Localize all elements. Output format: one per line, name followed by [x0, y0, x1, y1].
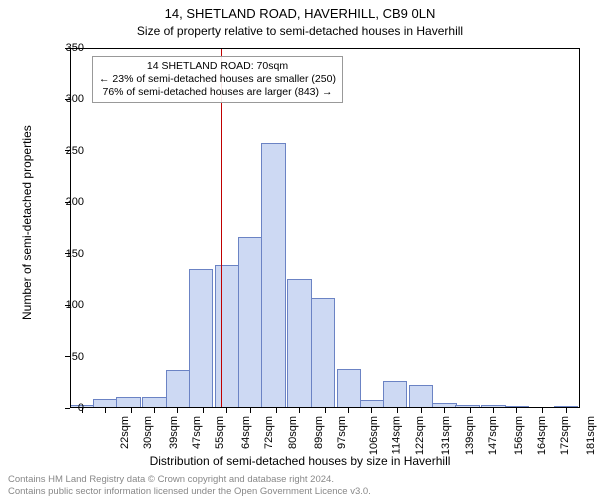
y-tick-label: 250 [44, 145, 84, 157]
attribution-2: Contains public sector information licen… [8, 486, 371, 497]
x-tick-label: 89sqm [313, 416, 325, 449]
x-tick [444, 408, 445, 413]
y-tick-label: 0 [44, 402, 84, 414]
x-tick [325, 408, 326, 413]
x-tick [203, 408, 204, 413]
annot-line-1: 14 SHETLAND ROAD: 70sqm [99, 60, 336, 73]
annot-line-2: ← 23% of semi-detached houses are smalle… [99, 73, 336, 86]
x-tick-label: 22sqm [119, 416, 131, 449]
x-tick [250, 408, 251, 413]
x-tick-label: 131sqm [441, 416, 453, 455]
annotation-box: 14 SHETLAND ROAD: 70sqm ← 23% of semi-de… [92, 56, 343, 103]
y-tick-label: 50 [44, 351, 84, 363]
x-tick-label: 147sqm [487, 416, 499, 455]
x-tick [470, 408, 471, 413]
x-tick-label: 181sqm [585, 416, 597, 455]
attribution-1: Contains HM Land Registry data © Crown c… [8, 474, 334, 485]
x-axis-label: Distribution of semi-detached houses by … [0, 454, 600, 468]
annot-line-3: 76% of semi-detached houses are larger (… [99, 86, 336, 99]
y-tick-label: 100 [44, 299, 84, 311]
x-tick [371, 408, 372, 413]
x-tick [397, 408, 398, 413]
x-tick-label: 122sqm [415, 416, 427, 455]
x-tick [177, 408, 178, 413]
histogram-plot: 14 SHETLAND ROAD: 70sqm ← 23% of semi-de… [70, 48, 580, 408]
x-tick [516, 408, 517, 413]
x-tick [566, 408, 567, 413]
x-tick-label: 30sqm [142, 416, 154, 449]
x-tick-label: 164sqm [536, 416, 548, 455]
x-tick-label: 114sqm [391, 416, 403, 454]
x-tick-label: 80sqm [287, 416, 299, 449]
x-tick-label: 72sqm [264, 416, 276, 449]
x-tick [154, 408, 155, 413]
x-tick [276, 408, 277, 413]
y-tick-label: 200 [44, 196, 84, 208]
x-tick-label: 172sqm [559, 416, 571, 455]
y-tick-label: 150 [44, 248, 84, 260]
x-tick [493, 408, 494, 413]
x-tick-label: 64sqm [240, 416, 252, 449]
y-axis-line-right [579, 48, 580, 408]
y-tick-label: 300 [44, 93, 84, 105]
x-tick [299, 408, 300, 413]
x-tick [131, 408, 132, 413]
x-tick [542, 408, 543, 413]
x-tick-label: 156sqm [513, 416, 525, 455]
x-tick-label: 39sqm [168, 416, 180, 449]
x-tick-label: 47sqm [191, 416, 203, 449]
x-tick [105, 408, 106, 413]
x-tick-label: 55sqm [214, 416, 226, 449]
y-tick-label: 350 [44, 42, 84, 54]
x-tick [226, 408, 227, 413]
x-tick-label: 97sqm [336, 416, 348, 449]
x-tick-label: 139sqm [464, 416, 476, 455]
x-tick-label: 106sqm [368, 416, 380, 455]
x-tick [421, 408, 422, 413]
y-axis-label: Number of semi-detached properties [20, 125, 34, 320]
page-title: 14, SHETLAND ROAD, HAVERHILL, CB9 0LN [0, 6, 600, 21]
x-axis-line-top [70, 48, 580, 49]
x-tick [348, 408, 349, 413]
page-subtitle: Size of property relative to semi-detach… [0, 24, 600, 38]
